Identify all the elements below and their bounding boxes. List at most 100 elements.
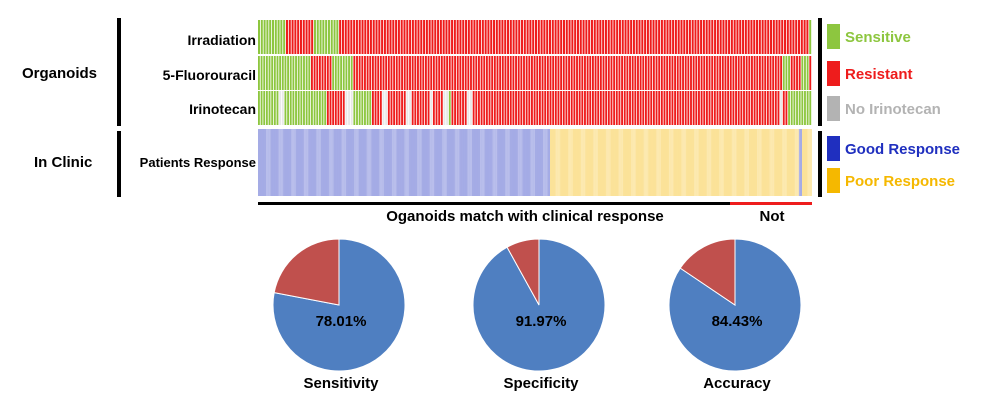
heatmap-cell xyxy=(419,56,422,90)
heatmap-cell xyxy=(634,91,637,125)
heatmap-cell xyxy=(711,56,714,90)
heatmap-cell xyxy=(517,56,520,90)
heatmap-cell xyxy=(747,20,750,54)
heatmap-cell xyxy=(615,91,618,125)
heatmap-cell xyxy=(327,20,330,54)
heatmap-cell xyxy=(311,20,314,54)
heatmap-cell xyxy=(644,20,647,54)
heatmap-cell xyxy=(698,56,700,90)
heatmap-cell xyxy=(798,56,801,90)
heatmap-cell xyxy=(385,91,388,125)
heatmap-cell xyxy=(623,91,626,125)
heatmap-cell xyxy=(806,56,809,90)
pie-slice xyxy=(272,238,406,372)
heatmap-cell xyxy=(735,56,737,90)
heatmap-cell xyxy=(417,20,420,54)
heatmap-cell xyxy=(374,56,377,90)
legend-swatch-no-irinotecan xyxy=(827,96,840,121)
legend: Sensitive Resistant No Irinotecan Good Resp… xyxy=(827,24,960,193)
heatmap-cell xyxy=(579,20,582,54)
heatmap-cell xyxy=(655,20,658,54)
pie-value-label: 91.97% xyxy=(516,313,567,330)
heatmap-cell xyxy=(742,20,745,54)
heatmap-cell xyxy=(501,20,504,54)
heatmap-cell xyxy=(641,20,644,54)
heatmap-cell xyxy=(265,91,268,125)
heatmap-cell xyxy=(578,56,581,90)
heatmap-cell xyxy=(311,56,313,90)
heatmap-cell xyxy=(319,20,322,54)
heatmap-cell xyxy=(683,20,686,54)
heatmap-cell xyxy=(780,91,783,125)
heatmap-cell xyxy=(472,56,475,90)
heatmap-cell xyxy=(743,56,745,90)
heatmap-cell xyxy=(420,20,423,54)
heatmap-cell xyxy=(377,91,380,125)
heatmap-cell xyxy=(565,91,568,125)
heatmap-cell xyxy=(287,91,290,125)
heatmap-cell xyxy=(674,91,677,125)
heatmap-cell xyxy=(303,56,305,90)
heatmap-cell xyxy=(536,91,539,125)
heatmap-cell xyxy=(378,20,381,54)
heatmap-cell xyxy=(379,56,382,90)
legend-bracket-clinic xyxy=(818,131,822,197)
heatmap-cell xyxy=(361,91,364,125)
heatmap-cell xyxy=(470,91,472,125)
heatmap-cell xyxy=(488,56,491,90)
heatmap-cell xyxy=(271,56,274,90)
heatmap-cell xyxy=(781,20,784,54)
heatmap-cell xyxy=(764,56,767,90)
heatmap-cell xyxy=(333,20,336,54)
heatmap-cell xyxy=(409,56,411,90)
heatmap-cell xyxy=(796,91,798,125)
heatmap-cell xyxy=(271,20,274,54)
heatmap-cell xyxy=(806,91,809,125)
heatmap-cell xyxy=(639,91,642,125)
heatmap-cell xyxy=(679,56,682,90)
heatmap-cell xyxy=(649,20,652,54)
heatmap-cell xyxy=(374,91,377,125)
heatmap-cell xyxy=(568,20,571,54)
row-label-patients-response: Patients Response xyxy=(140,155,256,170)
heatmap-cell xyxy=(576,56,578,90)
heatmap-cell xyxy=(748,91,751,125)
heatmap-cell xyxy=(321,91,324,125)
heatmap-cell xyxy=(274,20,277,54)
heatmap-cell xyxy=(599,20,602,54)
heatmap-cell xyxy=(475,91,478,125)
heatmap-cell xyxy=(491,56,494,90)
heatmap-cell xyxy=(283,20,286,54)
heatmap-cell xyxy=(313,56,316,90)
heatmap-cell xyxy=(438,91,441,125)
heatmap-cell xyxy=(599,91,602,125)
heatmap-cell xyxy=(268,56,271,90)
heatmap-cell xyxy=(265,56,268,90)
heatmap-cell xyxy=(485,56,488,90)
heatmap-cell xyxy=(536,56,539,90)
heatmap-cell xyxy=(271,91,274,125)
heatmap-cell xyxy=(568,91,570,125)
pie-title: Accuracy xyxy=(703,375,771,392)
heatmap-cell xyxy=(473,20,476,54)
heatmap-cell xyxy=(515,56,517,90)
heatmap-cell xyxy=(795,20,798,54)
heatmap-cell xyxy=(381,20,384,54)
heatmap-cell xyxy=(318,56,321,90)
heatmap-cell xyxy=(599,56,602,90)
heatmap-cell xyxy=(605,91,608,125)
heatmap-cell xyxy=(324,91,327,125)
heatmap-cell xyxy=(739,20,742,54)
heatmap-cell xyxy=(499,91,502,125)
heatmap-cell xyxy=(439,20,442,54)
heatmap-cell xyxy=(737,56,740,90)
heatmap-cell xyxy=(334,91,337,125)
heatmap-cell xyxy=(487,20,490,54)
heatmap-cell xyxy=(526,20,529,54)
heatmap-cell xyxy=(615,56,618,90)
heatmap-cell xyxy=(582,20,585,54)
heatmap-cell xyxy=(390,56,393,90)
heatmap-cell xyxy=(578,91,581,125)
heatmap-cell xyxy=(804,56,806,90)
heatmap-cell xyxy=(493,56,496,90)
